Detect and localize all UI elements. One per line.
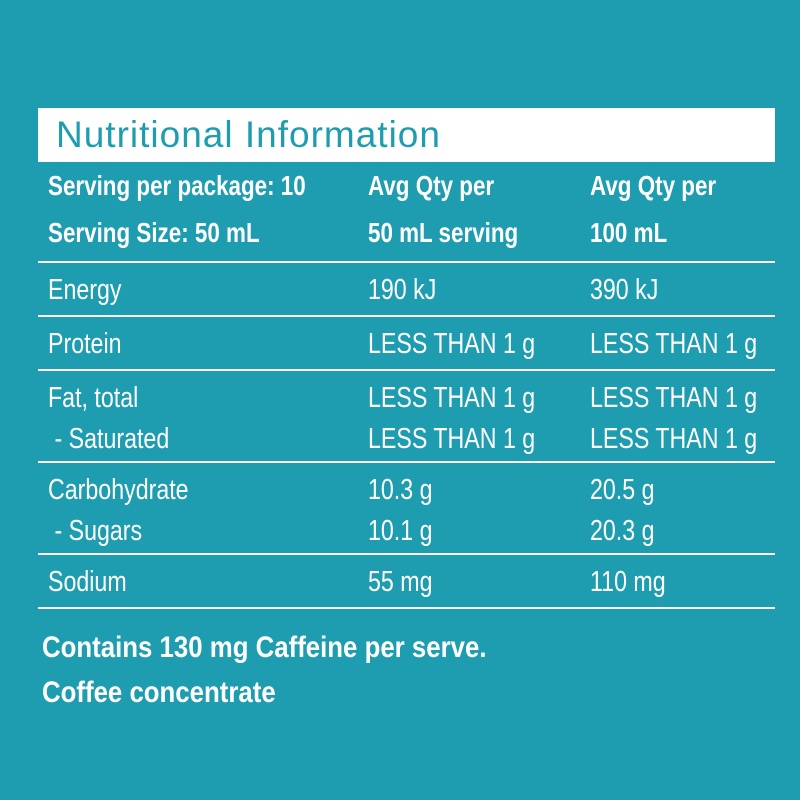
divider xyxy=(38,261,775,263)
nutrient-name: Carbohydrate xyxy=(48,474,189,506)
divider xyxy=(38,607,775,609)
divider xyxy=(38,461,775,463)
nutrient-value: 110 mg xyxy=(590,566,666,598)
nutrient-value: 20.3 g xyxy=(590,515,655,547)
nutrient-value: LESS THAN 1 g xyxy=(368,328,536,360)
divider xyxy=(38,553,775,555)
header-text: Avg Qty per xyxy=(368,170,495,201)
nutrient-value: 55 mg xyxy=(368,566,433,598)
nutrient-value: LESS THAN 1 g xyxy=(590,382,758,414)
nutrient-value: LESS THAN 1 g xyxy=(368,423,536,455)
header-text: Avg Qty per xyxy=(590,170,717,201)
title-box: Nutritional Information xyxy=(38,108,775,162)
nutrient-value: LESS THAN 1 g xyxy=(590,328,758,360)
nutrient-value: LESS THAN 1 g xyxy=(590,423,758,455)
nutrient-name: Protein xyxy=(48,328,122,360)
nutrient-value: 390 kJ xyxy=(590,274,659,306)
nutrient-name: - Sugars xyxy=(48,515,143,547)
nutrient-value: 190 kJ xyxy=(368,274,437,306)
header-text: 100 mL xyxy=(590,217,668,248)
header-text: Serving per package: 10 xyxy=(48,170,306,201)
nutrient-value: LESS THAN 1 g xyxy=(368,382,536,414)
header-text: 50 mL serving xyxy=(368,217,519,248)
header-text: Serving Size: 50 mL xyxy=(48,217,260,248)
footer-text: Contains 130 mg Caffeine per serve. xyxy=(42,631,487,664)
footer-text: Coffee concentrate xyxy=(42,676,276,709)
nutrient-name: Energy xyxy=(48,274,122,306)
divider xyxy=(38,369,775,371)
nutrient-name: Sodium xyxy=(48,566,127,598)
nutrient-name: - Saturated xyxy=(48,423,170,455)
divider xyxy=(38,315,775,317)
nutrient-name: Fat, total xyxy=(48,382,139,414)
title: Nutritional Information xyxy=(56,114,441,155)
nutrient-value: 10.3 g xyxy=(368,474,433,506)
nutrient-value: 10.1 g xyxy=(368,515,433,547)
nutrient-value: 20.5 g xyxy=(590,474,655,506)
